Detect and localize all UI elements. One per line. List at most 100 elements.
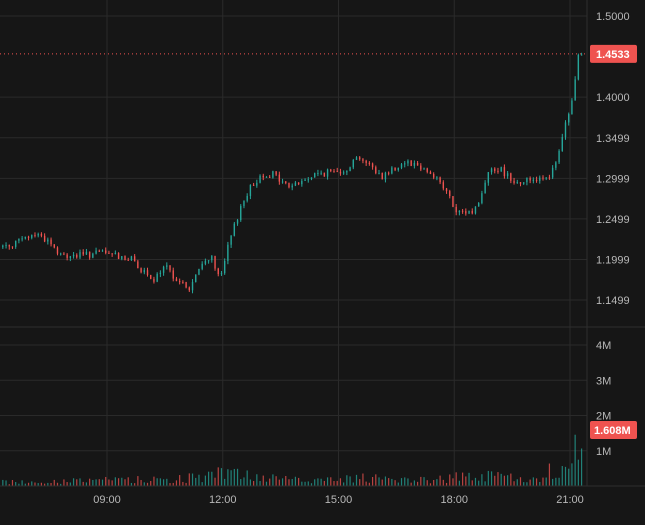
volume-bar xyxy=(532,477,534,486)
price-tick-label: 1.3499 xyxy=(596,133,630,145)
volume-bar xyxy=(555,477,557,486)
volume-bar xyxy=(249,479,252,486)
volume-bar xyxy=(394,480,396,486)
volume-bar xyxy=(410,482,412,486)
candle-body xyxy=(265,176,268,178)
last-volume-value: 1.608M xyxy=(594,425,631,437)
volume-bar xyxy=(114,477,116,486)
last-price-value: 1.4533 xyxy=(596,49,630,61)
candle-body xyxy=(40,233,43,236)
volume-bar xyxy=(27,482,30,486)
candle-body xyxy=(458,210,461,213)
volume-bar xyxy=(240,479,242,486)
volume-bar xyxy=(127,477,129,486)
volume-bar xyxy=(18,483,20,486)
volume-bar xyxy=(47,482,49,486)
volume-bar xyxy=(63,479,65,486)
candle-body xyxy=(27,236,30,238)
candle-body xyxy=(432,174,435,178)
candle-body xyxy=(156,273,158,282)
candle-body xyxy=(548,177,551,179)
volume-bar xyxy=(137,476,139,486)
volume-bar xyxy=(423,477,425,486)
volume-bar xyxy=(519,477,522,486)
candle-body xyxy=(551,167,554,178)
candle-body xyxy=(304,179,306,181)
last-price-badge: 1.4533 xyxy=(590,44,637,63)
candle-body xyxy=(240,206,242,221)
time-axis[interactable]: 09:00 12:00 15:00 18:00 21:00 xyxy=(93,494,584,506)
volume-bar xyxy=(478,480,480,486)
volume-bar xyxy=(34,482,36,486)
candle-body xyxy=(346,171,348,173)
volume-bar xyxy=(2,479,4,486)
candle-body xyxy=(262,175,264,178)
candle-body xyxy=(121,256,123,259)
candle-body xyxy=(506,173,509,177)
candle-body xyxy=(323,172,326,177)
volume-bar xyxy=(523,482,525,486)
volume-bar xyxy=(262,475,264,486)
candle-body xyxy=(413,162,416,166)
candle-body xyxy=(378,172,380,174)
volume-axis[interactable]: 4M 3M 2M 1M xyxy=(596,340,611,458)
candle-body xyxy=(178,281,181,283)
candle-body xyxy=(420,165,422,170)
volume-bar xyxy=(130,482,133,486)
candle-body xyxy=(130,256,133,261)
candle-body xyxy=(43,235,46,242)
candle-body xyxy=(288,183,290,188)
volume-bar xyxy=(256,474,258,486)
volume-bar xyxy=(497,472,499,486)
volume-bar xyxy=(500,473,502,486)
volume-bar xyxy=(291,478,293,486)
volume-bar xyxy=(433,479,435,486)
volume-bar xyxy=(516,479,518,486)
volume-bar xyxy=(195,477,197,486)
candle-body xyxy=(188,287,191,291)
volume-bar xyxy=(561,466,563,486)
volume-bar xyxy=(95,479,97,486)
candle-body xyxy=(37,233,39,236)
volume-bar xyxy=(230,470,232,486)
price-axis[interactable]: 1.5000 1.4000 1.3499 1.2999 1.2499 1.199… xyxy=(596,11,630,307)
candle-body xyxy=(314,173,316,178)
candle-body xyxy=(394,167,396,171)
volume-bar xyxy=(429,483,432,486)
volume-bar xyxy=(294,476,297,486)
candle-body xyxy=(465,211,467,214)
candle-body xyxy=(249,184,252,196)
candle-body xyxy=(153,278,155,282)
candle-body xyxy=(268,176,271,178)
candle-body xyxy=(404,163,406,165)
candle-body xyxy=(143,270,145,273)
volume-bar xyxy=(468,472,470,486)
volume-bar xyxy=(388,478,390,486)
volume-bar xyxy=(400,478,403,486)
candle-body xyxy=(214,256,216,269)
candle-body xyxy=(252,184,255,186)
volume-bar xyxy=(574,434,576,486)
volume-bar xyxy=(204,475,206,486)
candle-body xyxy=(50,239,52,245)
candle-body xyxy=(175,278,178,282)
candle-body xyxy=(24,236,27,239)
candle-body xyxy=(47,239,49,242)
volume-bar xyxy=(82,481,84,486)
volume-bar xyxy=(69,482,71,486)
candle-body xyxy=(326,169,329,177)
candle-body xyxy=(497,170,499,172)
candle-body xyxy=(108,252,110,254)
volume-bar xyxy=(224,478,226,486)
volume-bar xyxy=(140,479,142,486)
volume-bar xyxy=(121,477,123,486)
candle-body xyxy=(397,167,400,171)
volume-bar xyxy=(552,478,554,486)
candle-body xyxy=(523,182,525,184)
candle-body xyxy=(519,182,522,184)
candle-body xyxy=(494,168,496,171)
volume-bar xyxy=(568,468,570,486)
candle-body xyxy=(8,245,10,247)
candle-body xyxy=(182,281,184,283)
